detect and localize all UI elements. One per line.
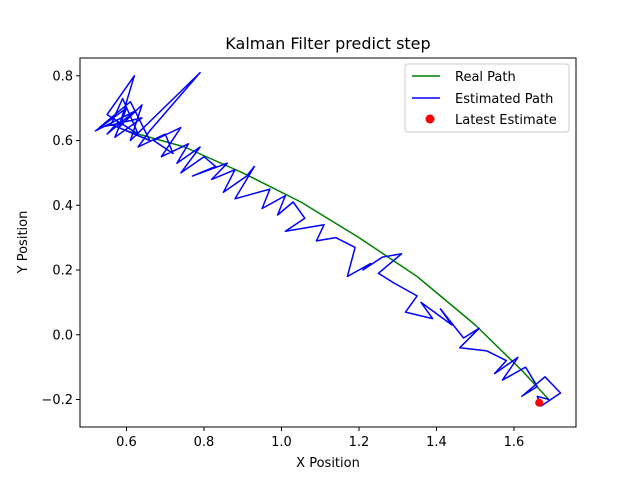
y-tick-label: 0.0 [52,328,73,343]
chart-title: Kalman Filter predict step [225,34,430,53]
legend-label-latest-estimate: Latest Estimate [455,113,557,128]
y-tick-label: 0.8 [52,69,73,84]
x-tick-label: 0.8 [194,435,215,450]
y-tick-label: 0.4 [52,199,73,214]
points-layer [535,398,544,407]
x-tick-label: 1.4 [426,435,447,450]
legend-label-estimated-path: Estimated Path [455,92,553,107]
legend: Real Path Estimated Path Latest Estimate [404,63,570,133]
x-tick-label: 1.6 [504,435,525,450]
y-axis-title: Y Position [16,211,31,275]
y-tick-label: −0.2 [41,393,73,408]
y-tick-label: 0.2 [52,264,73,279]
series-line-estimated-path [94,71,562,407]
series-layer [94,71,562,407]
legend-box [404,63,570,133]
x-tick-label: 1.0 [271,435,292,450]
y-tick-label: 0.6 [52,134,73,149]
point-latest-estimate [535,398,544,407]
x-axis-title: X Position [296,456,360,471]
x-tick-label: 1.2 [349,435,370,450]
y-axis: −0.2 0.0 0.2 0.4 0.6 0.8 [41,69,80,408]
axes-border [79,57,577,428]
x-axis: 0.6 0.8 1.0 1.2 1.4 1.6 [116,427,524,450]
x-tick-label: 0.6 [116,435,137,450]
legend-swatch-latest-estimate [425,114,435,124]
legend-label-real-path: Real Path [455,70,516,85]
series-line-real-path [126,130,550,401]
